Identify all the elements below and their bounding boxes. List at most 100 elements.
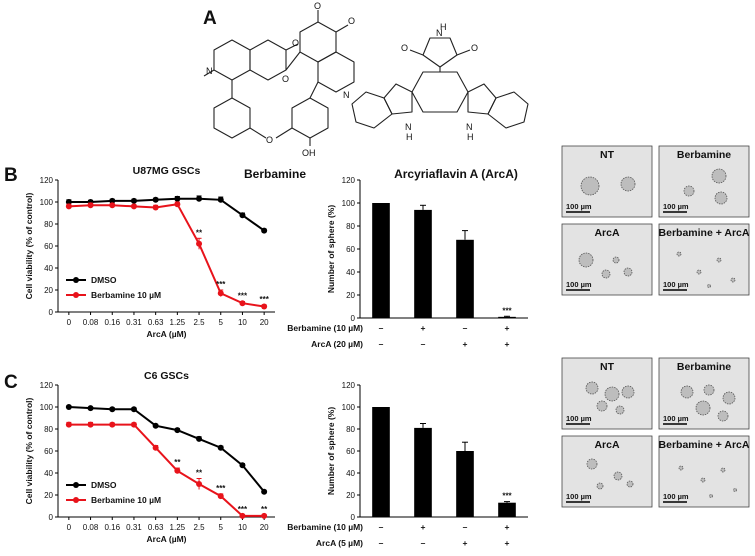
micrograph-label: Berbamine + ArcA [659,439,750,451]
cell-sphere [580,176,600,196]
legend-dmso-label: DMSO [91,275,117,285]
x-tick-label: 1.25 [170,523,186,532]
x-tick-label: 0.31 [126,523,142,532]
condition-sign: – [379,339,384,349]
x-tick-label: 0.63 [148,318,164,327]
series-dmso-point [152,196,159,203]
atom-o-2: O [348,16,355,26]
significance-label: *** [259,295,269,304]
atom-n-right: N [466,122,473,132]
x-axis-label: ArcA (µM) [147,329,187,339]
atom-n-left: N [405,122,412,132]
condition-sign: – [421,538,426,548]
series-berbamine-10-m-point [87,202,94,209]
series-dmso-point [65,404,72,410]
scale-bar-label: 100 µm [663,492,689,501]
significance-label: *** [238,292,248,301]
bar [498,502,516,517]
berbamine-structure: O O N O O N OH O [203,1,355,158]
chart-b-viability: 0 20 40 60 80 100 120 0 0.08 0.16 0.31 0.63 1.25 2.5 5… [24,165,275,339]
cell-sphere [716,257,722,263]
series-berbamine-10-m-point [217,493,224,500]
scale-bar-label: 100 µm [663,202,689,211]
legend-dmso-swatch-dot [73,482,79,488]
significance-label: *** [502,306,512,315]
condition-row-label: ArcA (20 µM) [311,339,363,349]
cell-sphere [676,251,682,257]
scale-bar-label: 100 µm [566,414,592,423]
series-dmso-point [174,427,181,434]
series-dmso-point [109,197,116,204]
scale-bar-label: 100 µm [663,414,689,423]
y-tick-label: 60 [346,245,355,254]
series-berbamine-10-m-point [152,204,159,211]
y-tick-label: 40 [346,268,355,277]
significance-label: *** [216,484,226,493]
condition-sign: + [463,538,468,548]
x-tick-label: 20 [260,318,269,327]
cell-sphere [585,381,599,395]
series-dmso-point [261,488,268,495]
y-tick-label: 60 [346,447,355,456]
cell-sphere [596,400,608,412]
cell-sphere [578,252,594,268]
series-dmso-line [68,197,265,232]
chart-c-sphere: 0 20 40 60 80 100 120 Number of sphere (%) *** Be… [287,381,528,548]
series-berbamine-10-m-point [239,300,246,307]
legend-berbamine-10-m-label: Berbamine 10 µM [91,495,161,505]
y-axis-label: Number of sphere (%) [326,205,336,293]
cell-sphere [696,269,702,275]
y-tick-label: 0 [351,314,356,323]
scale-bar-label: 100 µm [566,202,592,211]
cell-sphere [601,269,611,279]
significance-label: ** [261,505,268,514]
condition-row-label: ArcA (5 µM) [316,538,363,548]
micrograph-label: Berbamine [677,361,731,373]
series-berbamine-10-m-point [109,202,116,209]
series-dmso-line [68,406,265,493]
panel-label-b: B [4,165,18,186]
y-tick-label: 100 [40,198,54,207]
panel-label-a: A [203,8,217,29]
series-dmso-point [239,462,246,469]
atom-oh: OH [302,148,316,158]
y-tick-label: 120 [40,176,54,185]
y-tick-label: 40 [44,469,53,478]
micrograph-label: Berbamine [677,149,731,161]
condition-sign: + [463,339,468,349]
y-tick-label: 100 [342,199,356,208]
x-tick-label: 0 [67,523,72,532]
y-tick-label: 80 [346,222,355,231]
bar [414,427,432,517]
y-axis-label: Number of sphere (%) [326,407,336,495]
atom-n-1: N [343,90,350,100]
arcyriaflavin-name: Arcyriaflavin A (ArcA) [394,167,518,181]
series-berbamine-10-m-point [196,240,203,247]
legend-berbamine-10-m-swatch-dot [73,292,79,298]
micrograph-label: Berbamine + ArcA [659,227,750,239]
cell-sphere [613,471,623,481]
cell-sphere [626,480,634,488]
series-dmso-point [261,227,268,234]
condition-sign: + [421,323,426,333]
cell-sphere [623,267,633,277]
y-tick-label: 0 [49,308,54,317]
scale-bar-label: 100 µm [566,280,592,289]
atom-h-imide: H [440,22,447,32]
scale-bar-label: 100 µm [566,492,592,501]
significance-label: *** [502,492,512,501]
series-dmso-point [65,199,72,205]
y-tick-label: 0 [49,513,54,522]
legend-dmso-swatch-dot [73,277,79,283]
cell-sphere [720,467,726,473]
y-tick-label: 120 [342,381,356,390]
y-tick-label: 120 [40,381,54,390]
x-tick-label: 10 [238,318,247,327]
series-dmso-point [130,406,137,413]
series-dmso-point [217,196,224,203]
y-tick-label: 0 [351,513,356,522]
significance-label: ** [196,228,203,237]
cell-sphere [615,405,625,415]
cell-sphere [714,191,728,205]
series-berbamine-10-m-point [152,444,159,451]
